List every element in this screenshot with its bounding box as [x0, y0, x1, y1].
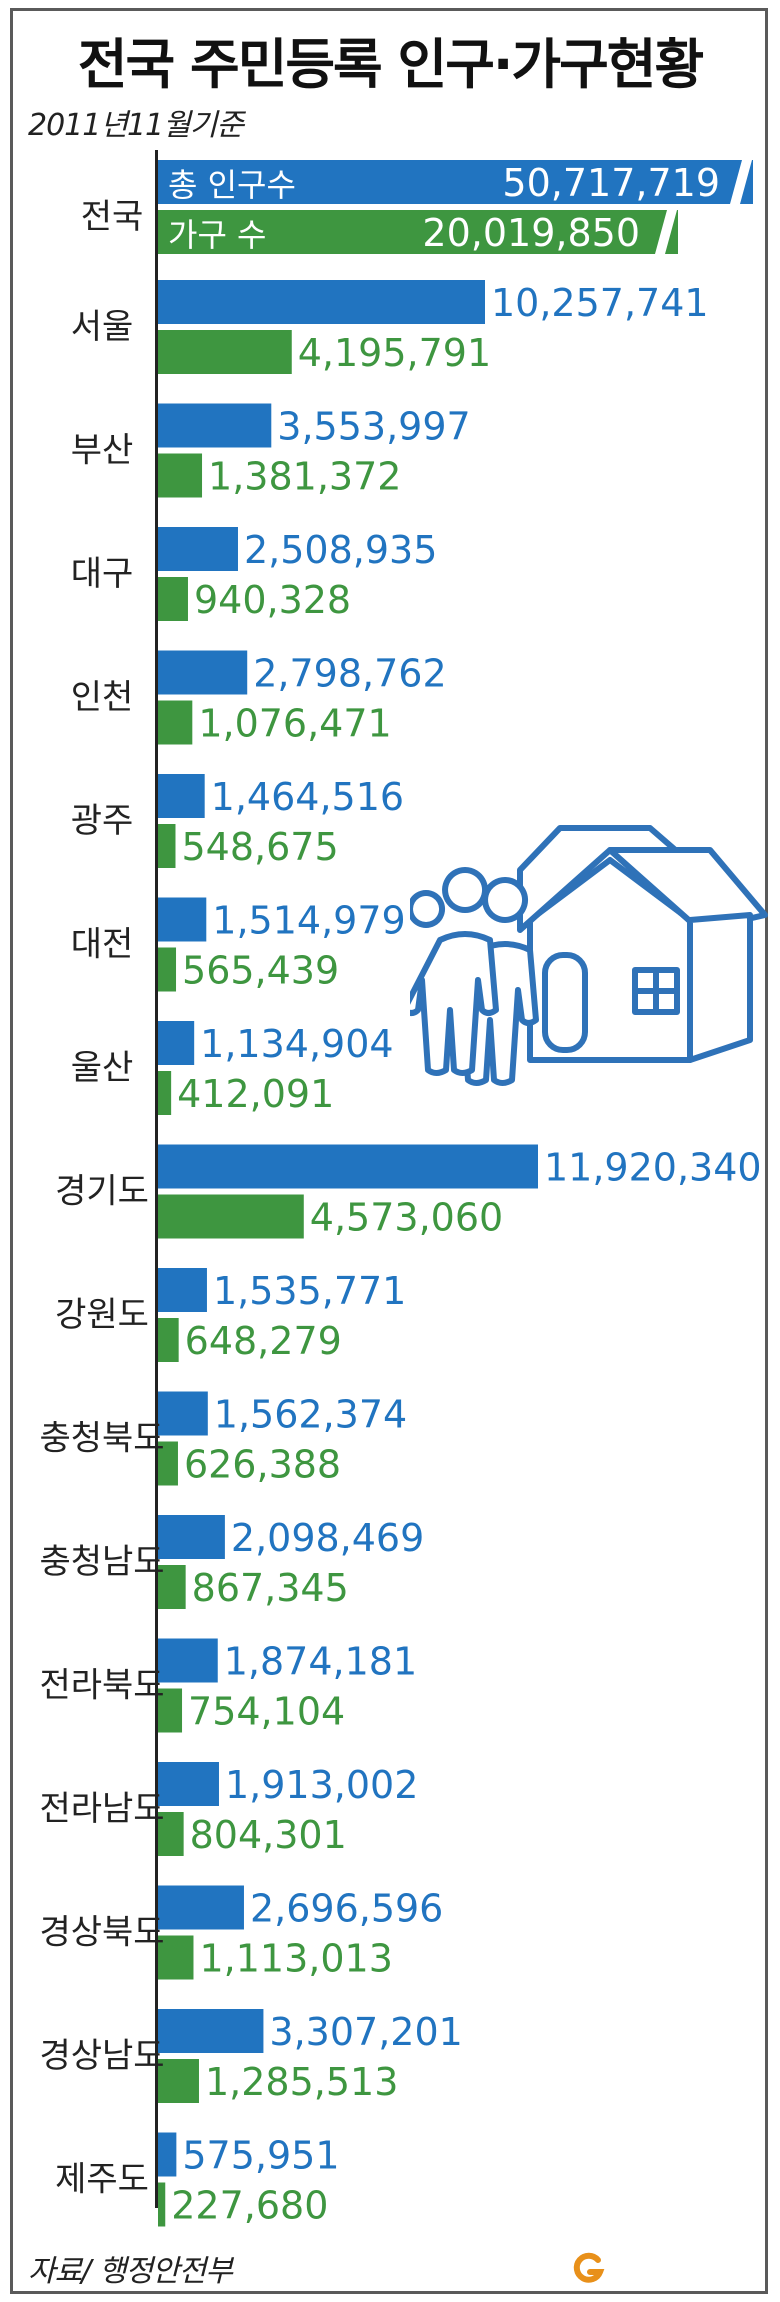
bar-population	[158, 2132, 177, 2177]
category-label: 강원도	[55, 1295, 149, 1335]
category-label: 광주	[71, 801, 134, 841]
legend-population: 총 인구수	[168, 166, 296, 204]
bar-households	[158, 1565, 186, 1609]
value-label-households: 548,675	[181, 825, 338, 869]
value-label-households: 4,573,060	[310, 1196, 503, 1240]
bar-households	[158, 453, 203, 498]
bar-population	[158, 527, 238, 571]
value-label-households: 1,381,372	[208, 455, 401, 499]
source-note: 자료/ 행정안전부	[28, 2254, 233, 2289]
national-population-label: 50,717,719	[502, 161, 720, 205]
category-label: 서울	[71, 307, 134, 347]
bar-national-households	[158, 210, 678, 254]
bar-households	[158, 1812, 184, 1856]
bar-households	[158, 1688, 183, 1733]
category-label: 인천	[71, 678, 134, 718]
value-label-population: 1,514,979	[212, 899, 405, 943]
value-label-households: 754,104	[188, 1690, 345, 1734]
bar-households	[158, 1935, 194, 1980]
bar-households	[158, 1071, 172, 1115]
value-label-households: 1,285,513	[205, 2060, 398, 2104]
value-label-households: 412,091	[177, 1072, 334, 1116]
category-label: 충청남도	[39, 1542, 164, 1582]
category-label: 전라북도	[39, 1666, 164, 1706]
category-label: 경상북도	[39, 1913, 164, 1953]
category-label: 경기도	[55, 1172, 149, 1212]
value-label-households: 940,328	[194, 578, 351, 622]
bar-national-population	[158, 160, 753, 204]
bar-population	[158, 1515, 225, 1559]
bar-population	[158, 1144, 538, 1189]
people-and-house-icon	[410, 825, 768, 1086]
bar-population	[158, 280, 485, 324]
bar-population	[158, 403, 272, 448]
bar-households	[158, 700, 193, 745]
g-logo-icon	[573, 2252, 605, 2283]
category-label: 충청북도	[39, 1419, 164, 1459]
value-label-households: 1,076,471	[198, 702, 391, 746]
bar-households	[158, 2059, 199, 2103]
bar-population	[158, 1638, 218, 1683]
bar-households	[158, 330, 292, 374]
bar-households	[158, 1318, 179, 1362]
value-label-population: 11,920,340	[544, 1146, 762, 1190]
bar-households	[158, 1441, 178, 1486]
category-label: 대구	[71, 554, 134, 594]
value-label-households: 867,345	[192, 1566, 349, 1610]
category-label: 대전	[71, 925, 134, 965]
national-households-label: 20,019,850	[422, 211, 640, 255]
legend-households: 가구 수	[168, 216, 267, 254]
bar-households	[158, 947, 177, 992]
bar-population	[158, 774, 205, 818]
category-label: 부산	[71, 431, 134, 471]
value-label-population: 3,553,997	[277, 405, 470, 449]
bar-population	[158, 1268, 207, 1312]
bar-population	[158, 650, 248, 695]
value-label-population: 2,696,596	[250, 1887, 443, 1931]
bar-population	[158, 1021, 195, 1065]
value-label-population: 1,464,516	[211, 775, 404, 819]
value-label-population: 1,535,771	[213, 1269, 406, 1313]
value-label-population: 2,798,762	[253, 652, 446, 696]
bar-households	[158, 1194, 304, 1239]
value-label-population: 1,874,181	[224, 1640, 417, 1684]
value-label-households: 804,301	[190, 1813, 347, 1857]
bar-population	[158, 1762, 219, 1806]
value-label-households: 4,195,791	[298, 331, 491, 375]
value-label-households: 626,388	[184, 1443, 341, 1487]
category-label: 제주도	[55, 2160, 149, 2200]
bar-population	[158, 1391, 208, 1436]
category-axis	[155, 150, 158, 2208]
date-note: 2011년11월기준	[28, 108, 244, 143]
value-label-population: 10,257,741	[491, 281, 709, 325]
bar-households	[158, 824, 176, 868]
value-label-population: 2,508,935	[244, 528, 437, 572]
chart-title: 전국 주민등록 인구·가구현황	[77, 33, 704, 96]
value-label-population: 3,307,201	[269, 2010, 462, 2054]
bar-population	[158, 897, 207, 942]
break-mark	[730, 160, 752, 204]
category-label: 경상남도	[39, 2036, 164, 2076]
value-label-population: 2,098,469	[231, 1516, 424, 1560]
bar-population	[158, 1885, 244, 1930]
value-label-population: 575,951	[182, 2134, 339, 2178]
bar-households	[158, 2182, 166, 2227]
value-label-households: 565,439	[182, 949, 339, 993]
value-label-households: 227,680	[171, 2184, 328, 2228]
value-label-population: 1,562,374	[214, 1393, 407, 1437]
category-label: 전라남도	[39, 1789, 164, 1829]
value-label-households: 1,113,013	[199, 1937, 392, 1981]
break-mark	[655, 210, 677, 254]
category-label: 울산	[71, 1048, 134, 1088]
bar-population	[158, 2009, 264, 2053]
value-label-population: 1,913,002	[225, 1763, 418, 1807]
bar-households	[158, 577, 188, 621]
value-label-households: 648,279	[185, 1319, 342, 1363]
category-label: 전국	[81, 197, 144, 237]
value-label-population: 1,134,904	[200, 1022, 393, 1066]
